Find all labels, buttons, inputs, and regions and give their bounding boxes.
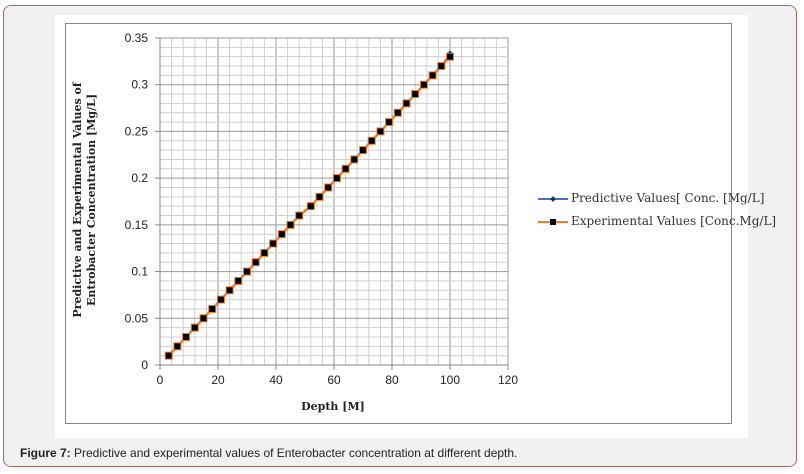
x-tick-label: 60 [327, 373, 341, 387]
y-tick-label: 0.25 [125, 124, 149, 138]
y-tick-label: 0.3 [131, 78, 148, 92]
data-point-experimental [286, 220, 295, 229]
x-tick-label: 0 [157, 373, 164, 387]
data-point-experimental [411, 90, 420, 99]
data-point-experimental [260, 248, 269, 257]
data-point-experimental [243, 267, 251, 276]
data-point-experimental [173, 342, 182, 351]
legend-label: Experimental Values [Conc.Mg/L] [571, 214, 777, 228]
data-point-experimental [402, 99, 411, 108]
data-point-experimental [350, 155, 359, 164]
y-tick-label: 0.35 [125, 31, 149, 45]
x-tick-label: 40 [269, 373, 283, 387]
data-point-experimental [251, 258, 260, 267]
square-marker-icon [550, 219, 556, 225]
y-tick-label: 0.15 [125, 218, 149, 232]
x-tick-label: 120 [498, 373, 518, 387]
data-point-experimental [324, 183, 333, 192]
x-tick-label: 100 [440, 373, 460, 387]
data-point-experimental [216, 295, 225, 304]
data-point-experimental [225, 286, 234, 295]
data-point-experimental [419, 80, 428, 89]
legend: Predictive Values[ Conc. [Mg/L] Experime… [538, 190, 776, 236]
data-point-experimental [199, 314, 208, 323]
data-point-experimental [234, 276, 243, 285]
data-point-experimental [446, 52, 454, 61]
data-point-experimental [367, 136, 376, 145]
data-point-experimental [190, 323, 199, 332]
figure-image [55, 15, 748, 438]
data-point-experimental [277, 230, 286, 239]
y-tick-label: 0.1 [131, 265, 148, 279]
chart-frame [65, 23, 732, 424]
caption-label: Figure 7: [20, 446, 71, 460]
y-tick-label: 0.05 [125, 311, 149, 325]
data-point-experimental [359, 146, 367, 155]
y-tick-label: 0 [141, 358, 148, 372]
data-point-experimental [341, 164, 350, 173]
legend-item-predictive: Predictive Values[ Conc. [Mg/L] [538, 190, 776, 207]
data-point-experimental [385, 118, 394, 127]
x-tick-label: 80 [385, 373, 399, 387]
data-point-experimental [393, 108, 402, 117]
data-point-experimental [332, 174, 341, 183]
x-tick-label: 20 [211, 373, 225, 387]
caption-text: Predictive and experimental values of En… [70, 446, 518, 460]
data-point-experimental [208, 304, 217, 313]
legend-item-experimental: Experimental Values [Conc.Mg/L] [538, 213, 776, 230]
data-point-experimental [376, 127, 385, 136]
data-point-experimental [182, 332, 191, 341]
data-point-experimental [306, 202, 315, 211]
data-point-experimental [428, 71, 437, 80]
data-point-experimental [295, 211, 304, 220]
data-point-experimental [315, 192, 324, 201]
y-tick-label: 0.2 [131, 171, 148, 185]
legend-label: Predictive Values[ Conc. [Mg/L] [571, 191, 765, 205]
data-point-experimental [437, 62, 446, 71]
x-axis-label: Depth [M] [301, 400, 365, 413]
figure-caption: Figure 7: Predictive and experimental va… [20, 446, 517, 460]
data-point-experimental [269, 239, 278, 248]
data-point-experimental [164, 351, 173, 360]
